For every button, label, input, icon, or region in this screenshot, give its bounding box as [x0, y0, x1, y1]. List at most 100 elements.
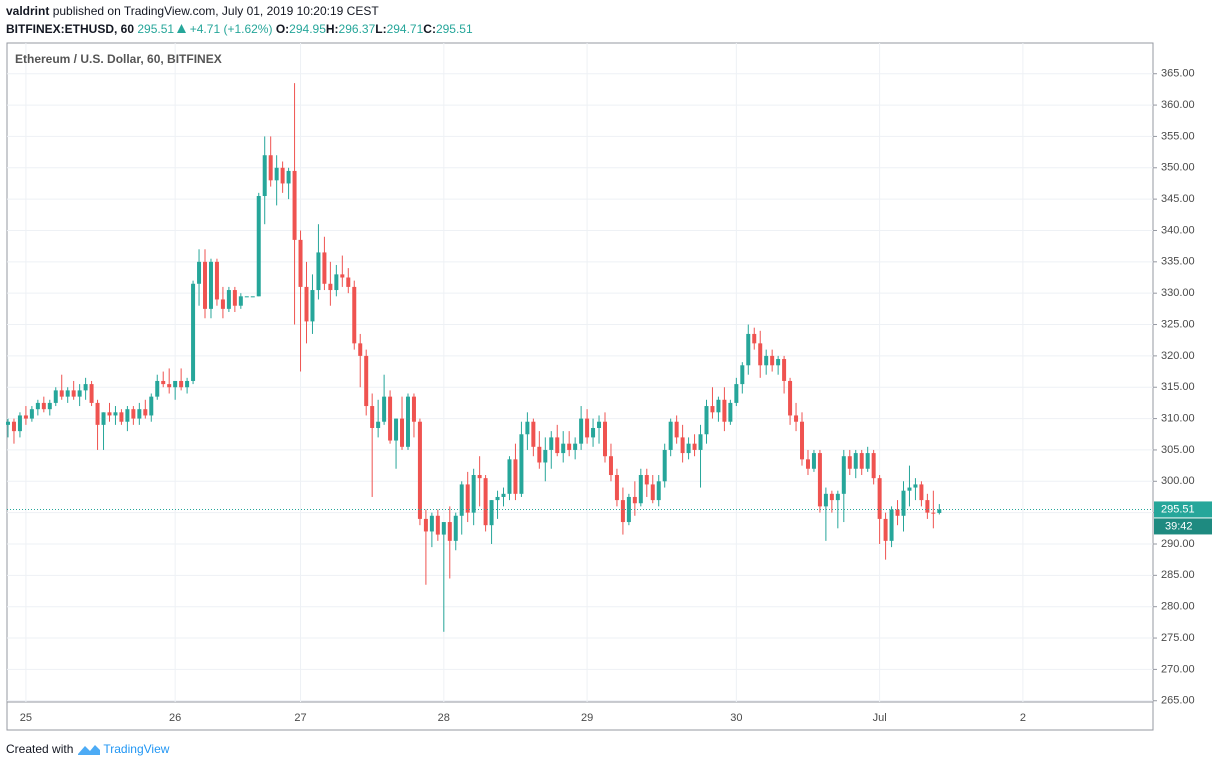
candle-body	[543, 449, 548, 463]
candle-body	[77, 390, 82, 397]
candle-body	[835, 493, 840, 501]
candle-body	[298, 239, 303, 287]
candle-body	[579, 418, 584, 444]
candle-body	[453, 515, 458, 541]
candle-body	[429, 515, 434, 532]
x-tick-label: 25	[20, 712, 32, 724]
candle-body	[161, 380, 166, 385]
candle-body	[6, 421, 10, 425]
candle-body	[280, 167, 285, 184]
candle-body	[638, 475, 643, 504]
candle-body	[191, 283, 196, 381]
candle-body	[555, 437, 560, 454]
x-tick-label: 2	[1020, 712, 1026, 724]
candle-body	[83, 384, 88, 391]
candle-body	[889, 509, 894, 541]
candle-body	[519, 434, 524, 494]
candle-body	[716, 399, 721, 413]
candle-body	[644, 475, 649, 485]
candle-body	[423, 518, 428, 532]
candle-body	[394, 418, 399, 441]
candle-body	[179, 380, 184, 388]
candle-body	[913, 484, 918, 488]
footer: Created with TradingView	[6, 742, 169, 756]
candle-body	[101, 412, 106, 425]
field-value: 294.95	[289, 22, 326, 36]
brand: TradingView	[103, 742, 170, 756]
candle-body	[561, 443, 566, 454]
candle-body	[262, 155, 267, 196]
candle-body	[47, 402, 52, 410]
candle-body	[531, 421, 536, 447]
field-value: 296.37	[338, 22, 376, 36]
y-tick-label: 315.00	[1161, 381, 1195, 393]
countdown-box	[1154, 518, 1212, 535]
y-tick-label: 345.00	[1161, 193, 1195, 205]
candle-body	[841, 456, 846, 494]
candle-body	[149, 396, 154, 416]
candle-body	[471, 475, 476, 513]
candle-body	[232, 290, 237, 306]
candle-body	[674, 421, 679, 438]
candle-body	[119, 412, 124, 422]
candle-body	[931, 512, 936, 514]
candle-body	[465, 484, 470, 513]
x-tick-label: 30	[730, 712, 742, 724]
candle-body	[591, 427, 596, 438]
candle-body	[95, 402, 100, 425]
candle-body	[686, 443, 691, 454]
candle-body	[358, 343, 363, 356]
x-tick-label: 26	[169, 712, 181, 724]
chart: 265.00 270.00 275.00 280.00 285.00 290.00 295.…	[6, 42, 1212, 731]
y-tick-label: 280.00	[1161, 601, 1195, 613]
candle-body	[203, 261, 208, 309]
y-tick-label: 305.00	[1161, 444, 1195, 456]
candle-body	[441, 522, 446, 535]
created-with: Created with	[6, 742, 74, 756]
candle-body	[483, 478, 488, 526]
candle-body	[603, 421, 607, 457]
field-value: 294.71	[386, 22, 424, 36]
y-tick-label: 285.00	[1161, 569, 1195, 581]
candle-body	[794, 415, 799, 422]
candle-body	[131, 409, 136, 419]
candle-body	[614, 475, 619, 501]
candle-body	[197, 261, 202, 284]
candle-body	[286, 170, 291, 184]
candle-body	[662, 449, 667, 482]
x-tick-label: Jul	[873, 712, 887, 724]
candle-body	[698, 434, 703, 450]
candle-body	[71, 390, 76, 397]
candle-body	[704, 406, 709, 435]
candle-body	[41, 402, 46, 410]
candle-body	[495, 496, 500, 501]
candle-body	[137, 409, 142, 419]
candle-body	[776, 359, 781, 366]
candle-body	[537, 446, 542, 463]
candle-body	[250, 296, 255, 298]
candle-body	[125, 409, 130, 422]
y-tick-label: 325.00	[1161, 318, 1195, 330]
candle-body	[334, 274, 339, 291]
labels: 265.00 270.00 275.00 280.00 285.00 290.00 295.…	[20, 68, 1212, 724]
candle-body	[405, 396, 410, 447]
candle-body	[238, 296, 243, 306]
candle-body	[632, 496, 637, 504]
candle-body	[292, 170, 297, 240]
change: +4.71 (+1.62%)	[189, 22, 273, 36]
candle-body	[668, 421, 673, 450]
quote-line: BITFINEX:ETHUSD, 60 295.51 +4.71 (+1.62%…	[6, 22, 473, 36]
candle-body	[549, 437, 554, 450]
candle-body	[585, 418, 590, 438]
candle-body	[734, 384, 739, 403]
candle-body	[680, 437, 685, 454]
candle-body	[758, 343, 763, 366]
candle-body	[573, 443, 578, 450]
candle-body	[155, 380, 160, 397]
candle-body	[925, 500, 930, 513]
frame	[6, 42, 1154, 731]
candle-body	[746, 333, 751, 366]
candle-body	[11, 421, 16, 432]
candle-body	[322, 252, 327, 284]
candle-body	[376, 421, 381, 428]
